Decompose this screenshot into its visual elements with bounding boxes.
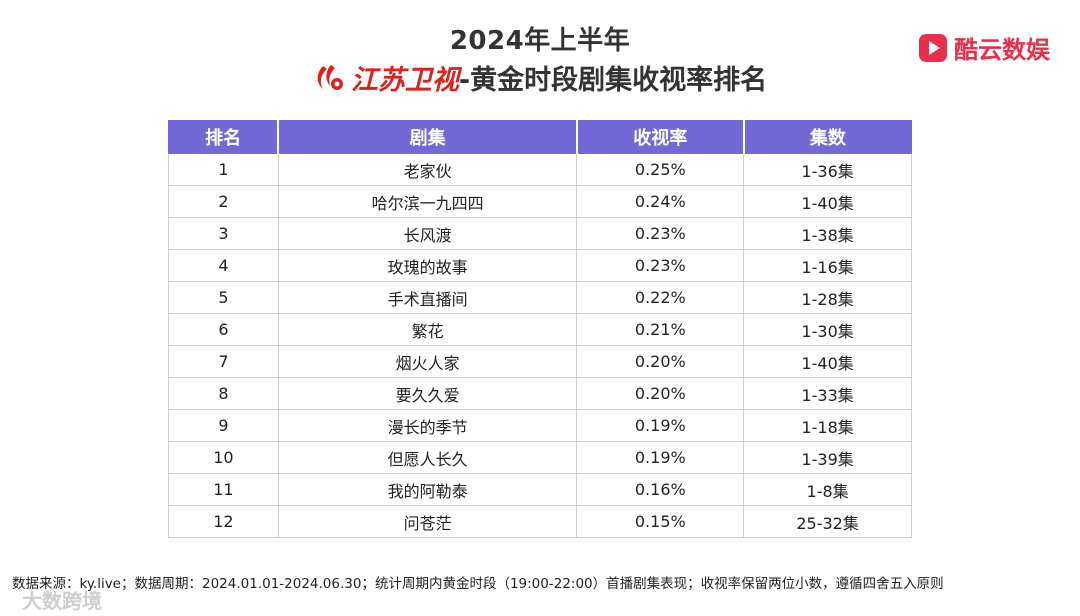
page-title-period: 2024年上半年: [449, 26, 631, 56]
table-row: 3 长风渡 0.23% 1-38集: [168, 217, 912, 250]
cell-rating: 0.21%: [576, 313, 745, 346]
cell-title: 繁花: [277, 313, 578, 346]
cell-rating: 0.22%: [576, 281, 745, 314]
column-header-episodes: 集数: [743, 120, 912, 154]
cell-rank: 2: [168, 185, 279, 218]
cell-rating: 0.19%: [576, 441, 745, 474]
cell-rating: 0.15%: [576, 505, 745, 538]
table-row: 2 哈尔滨一九四四 0.24% 1-40集: [168, 185, 912, 218]
data-source-note: 数据来源：ky.live；数据周期：2024.01.01-2024.06.30；…: [12, 576, 944, 592]
cell-rating: 0.25%: [576, 153, 745, 186]
cell-rating: 0.23%: [576, 249, 745, 282]
cell-episodes: 1-30集: [743, 313, 912, 346]
cell-episodes: 1-39集: [743, 441, 912, 474]
cell-title: 漫长的季节: [277, 409, 578, 442]
jiangsu-tv-logo-icon: [317, 64, 343, 90]
table-row: 12 问苍茫 0.15% 25-32集: [168, 505, 912, 538]
table-row: 4 玫瑰的故事 0.23% 1-16集: [168, 249, 912, 282]
column-header-rank: 排名: [168, 120, 280, 154]
play-logo-icon: [919, 33, 947, 62]
cell-episodes: 25-32集: [743, 505, 912, 538]
ratings-table: 排名 剧集 收视率 集数 1 老家伙 0.25% 1-36集 2 哈尔滨一九四四…: [168, 120, 912, 538]
cell-rating: 0.23%: [576, 217, 745, 250]
cell-rank: 11: [168, 473, 279, 506]
watermark: 大数跨境: [22, 589, 102, 613]
cell-rank: 7: [168, 345, 279, 378]
cell-rating: 0.16%: [576, 473, 745, 506]
cell-rank: 10: [168, 441, 279, 474]
table-row: 7 烟火人家 0.20% 1-40集: [168, 345, 912, 378]
table-row: 11 我的阿勒泰 0.16% 1-8集: [168, 473, 912, 506]
cell-rank: 6: [168, 313, 279, 346]
cell-episodes: 1-36集: [743, 153, 912, 186]
table-header-row: 排名 剧集 收视率 集数: [168, 120, 912, 154]
cell-rating: 0.24%: [576, 185, 745, 218]
cell-rank: 5: [168, 281, 279, 314]
brand-logo: 酷云数娱: [918, 30, 1050, 65]
cell-episodes: 1-40集: [743, 185, 912, 218]
cell-title: 玫瑰的故事: [277, 249, 578, 282]
cell-title: 哈尔滨一九四四: [277, 185, 578, 218]
table-row: 8 要久久爱 0.20% 1-33集: [168, 377, 912, 410]
cell-title: 我的阿勒泰: [277, 473, 578, 506]
table-row: 5 手术直播间 0.22% 1-28集: [168, 281, 912, 314]
column-header-title: 剧集: [277, 120, 578, 154]
cell-rank: 8: [168, 377, 279, 410]
table-row: 10 但愿人长久 0.19% 1-39集: [168, 441, 912, 474]
channel-name: 江苏卫视: [350, 65, 459, 96]
cell-title: 老家伙: [277, 153, 578, 186]
cell-episodes: 1-18集: [743, 409, 912, 442]
cell-rating: 0.19%: [576, 409, 745, 442]
table-row: 9 漫长的季节 0.19% 1-18集: [168, 409, 912, 442]
title-suffix: -黄金时段剧集收视率排名: [458, 65, 768, 96]
table-row: 6 繁花 0.21% 1-30集: [168, 313, 912, 346]
cell-episodes: 1-33集: [743, 377, 912, 410]
table-row: 1 老家伙 0.25% 1-36集: [168, 153, 912, 186]
cell-rank: 9: [168, 409, 279, 442]
cell-title: 烟火人家: [277, 345, 578, 378]
cell-title: 问苍茫: [277, 505, 578, 538]
cell-episodes: 1-16集: [743, 249, 912, 282]
column-header-rating: 收视率: [576, 120, 745, 154]
cell-title: 要久久爱: [277, 377, 578, 410]
cell-rank: 12: [168, 505, 279, 538]
cell-title: 长风渡: [277, 217, 578, 250]
cell-rank: 3: [168, 217, 279, 250]
cell-title: 但愿人长久: [277, 441, 578, 474]
cell-episodes: 1-28集: [743, 281, 912, 314]
cell-title: 手术直播间: [277, 281, 578, 314]
cell-episodes: 1-40集: [743, 345, 912, 378]
cell-rating: 0.20%: [576, 377, 745, 410]
cell-episodes: 1-8集: [743, 473, 912, 506]
cell-rank: 4: [168, 249, 279, 282]
cell-rank: 1: [168, 153, 279, 186]
cell-rating: 0.20%: [576, 345, 745, 378]
cell-episodes: 1-38集: [743, 217, 912, 250]
page-title: 江苏卫视 -黄金时段剧集收视率排名: [0, 58, 1080, 97]
brand-name: 酷云数娱: [954, 36, 1050, 64]
